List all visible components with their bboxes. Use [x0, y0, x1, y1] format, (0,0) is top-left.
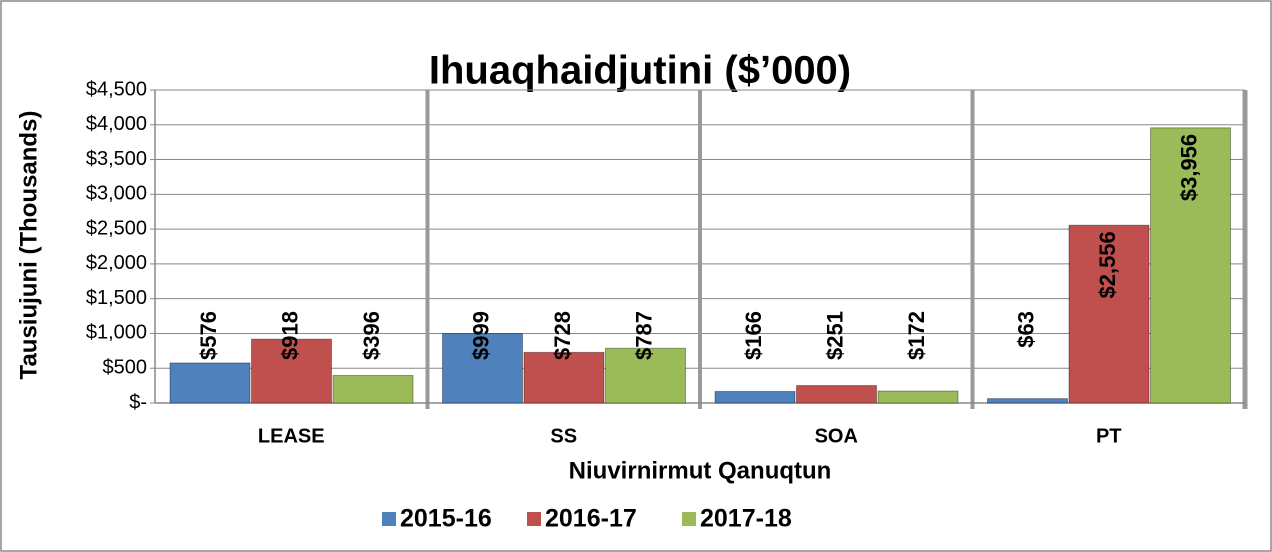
data-label: $251: [822, 311, 847, 360]
bar: [332, 374, 414, 404]
y-tick-label: $1,500: [86, 287, 147, 309]
legend-label: 2016-17: [545, 505, 637, 533]
bar: [251, 338, 332, 404]
bar: [987, 398, 1068, 404]
data-label: $576: [196, 311, 221, 360]
x-axis-title: Niuvirnirmut Qanuqtun: [569, 457, 832, 484]
legend-swatch: [527, 512, 541, 526]
data-label: $172: [904, 311, 929, 360]
legend-label: 2017-18: [700, 505, 792, 533]
legend-swatch: [682, 512, 696, 526]
bar: [169, 362, 251, 404]
chart-title: Ihuaqhaidjutini ($’000): [429, 49, 851, 93]
y-tick-label: $500: [103, 357, 148, 379]
y-tick-label: $3,500: [86, 148, 147, 170]
data-label: $166: [741, 311, 766, 360]
bar: [605, 347, 686, 404]
bar: [442, 333, 523, 404]
data-label: $728: [550, 311, 575, 360]
y-tick-label: $4,500: [86, 78, 147, 100]
data-label: $63: [1013, 311, 1038, 348]
x-tick-label: SOA: [815, 425, 858, 447]
y-tick-label: $-: [129, 391, 147, 413]
data-label: $918: [277, 311, 302, 360]
y-tick-label: $3,000: [86, 183, 147, 205]
x-tick-label: PT: [1096, 425, 1122, 447]
bar: [1068, 224, 1150, 404]
data-label: $3,956: [1176, 134, 1201, 201]
legend-swatch: [382, 512, 396, 526]
bar: [877, 390, 959, 404]
data-label: $999: [468, 311, 493, 360]
data-label: $2,556: [1095, 231, 1120, 298]
y-tick-label: $4,000: [86, 113, 147, 135]
data-label: $787: [631, 311, 656, 360]
y-tick-label: $2,500: [86, 217, 147, 239]
data-label: $396: [359, 311, 384, 360]
bar: [1150, 127, 1231, 404]
x-tick-label: LEASE: [258, 425, 325, 447]
bar: [523, 351, 605, 404]
y-tick-label: $2,000: [86, 252, 147, 274]
bar: [714, 390, 796, 404]
y-axis-title: Tausiujuni (Thousands): [15, 111, 42, 380]
y-tick-label: $1,000: [86, 322, 147, 344]
x-tick-label: SS: [550, 425, 577, 447]
legend-label: 2015-16: [400, 505, 492, 533]
bar: [796, 385, 877, 404]
